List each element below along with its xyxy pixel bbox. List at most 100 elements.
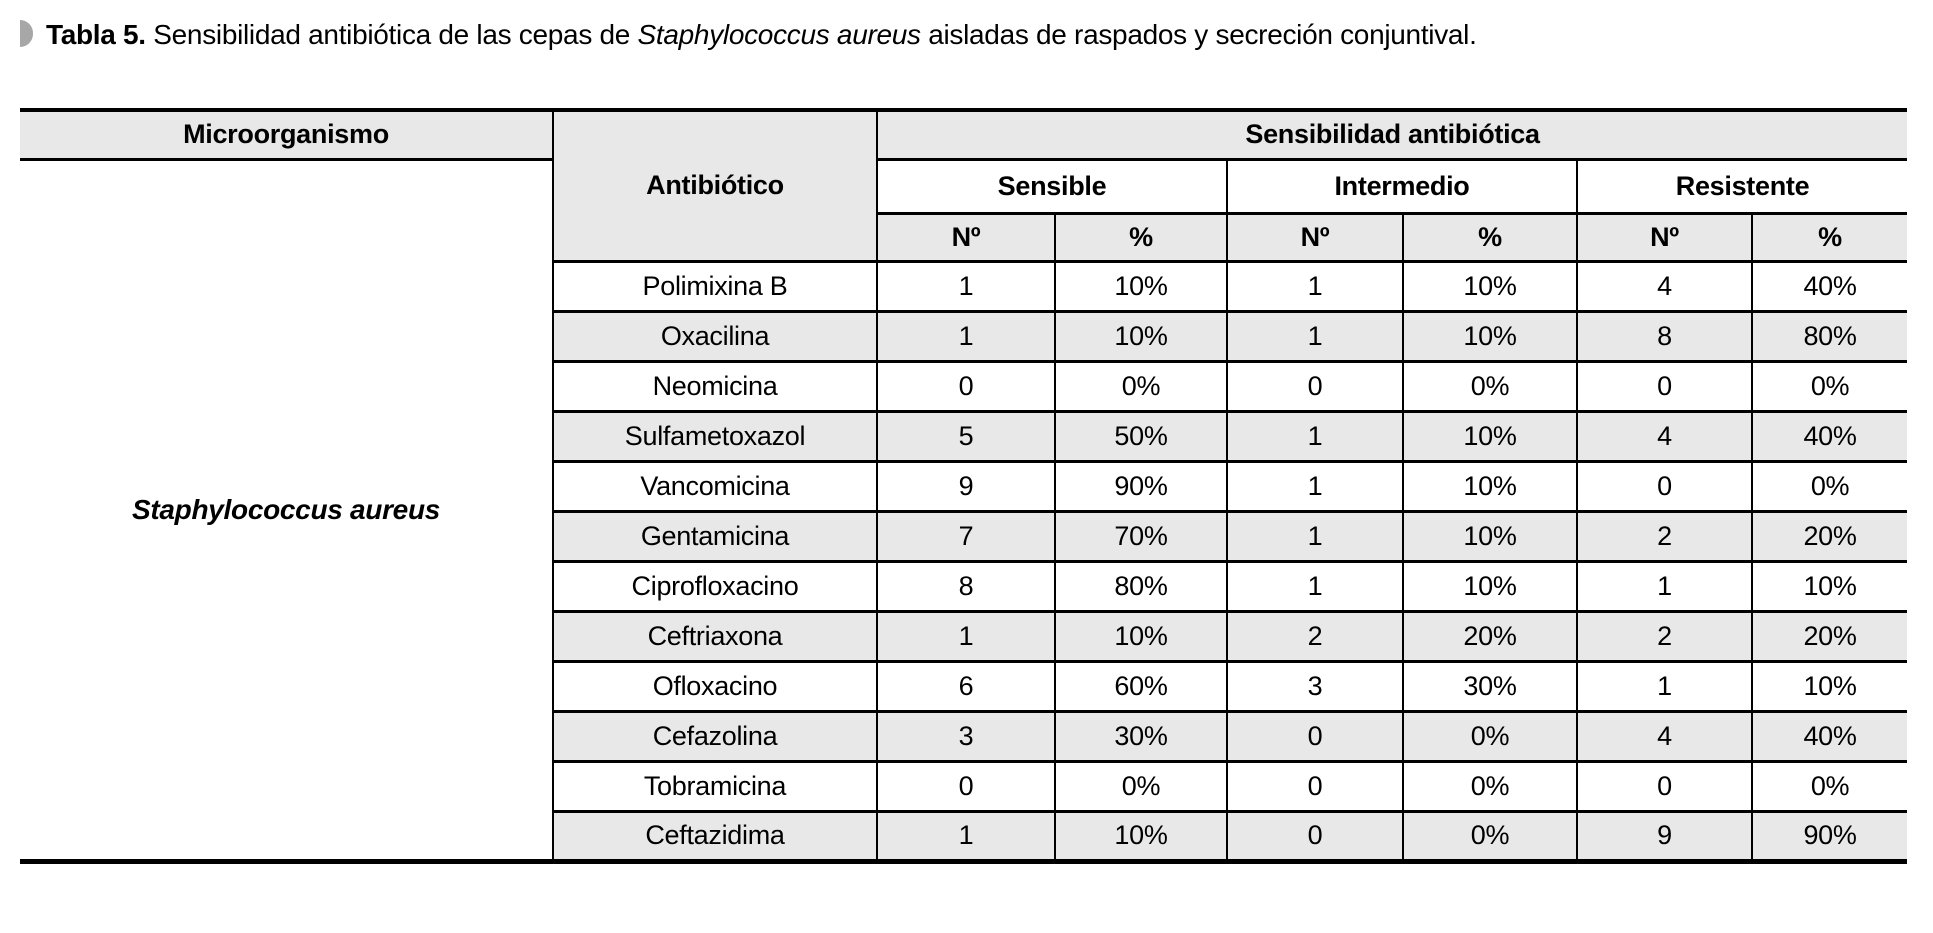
num-header-sensible: Nº bbox=[877, 211, 1056, 263]
header-row-groups: Staphylococcus aureus Sensible Intermedi… bbox=[20, 157, 1908, 863]
value-cell: 1 bbox=[1226, 559, 1404, 613]
value-cell: 1 bbox=[876, 809, 1056, 863]
value-cell: 0% bbox=[1054, 759, 1228, 813]
value-cell: 0 bbox=[1226, 759, 1404, 813]
value-cell: 1 bbox=[1226, 259, 1404, 313]
antibiotic-name: Cefazolina bbox=[553, 709, 878, 763]
antibiotic-name: Tobramicina bbox=[553, 759, 878, 813]
caption-text-pre: Sensibilidad antibiótica de las cepas de bbox=[145, 19, 638, 50]
value-cell: 10% bbox=[1054, 609, 1228, 663]
table-row: Polimixina B 1 10% 1 10% 4 40% bbox=[20, 259, 1908, 313]
header-row-units: Nº % Nº % Nº % bbox=[20, 211, 1908, 263]
antibiotic-name: Neomicina bbox=[553, 359, 878, 413]
antibiotic-name: Sulfametoxazol bbox=[553, 409, 878, 463]
value-cell: 60% bbox=[1054, 659, 1228, 713]
antibiotic-name: Ciprofloxacino bbox=[553, 559, 878, 613]
value-cell: 10% bbox=[1750, 559, 1908, 613]
table-row: Gentamicina 7 70% 1 10% 2 20% bbox=[20, 509, 1908, 563]
value-cell: 1 bbox=[1226, 409, 1404, 463]
caption-label: Tabla 5. bbox=[46, 19, 146, 50]
value-cell: 7 bbox=[876, 509, 1056, 563]
value-cell: 1 bbox=[1226, 459, 1404, 513]
value-cell: 20% bbox=[1750, 609, 1908, 663]
value-cell: 10% bbox=[1054, 809, 1228, 863]
value-cell: 0% bbox=[1402, 759, 1578, 813]
table-row: Ciprofloxacino 8 80% 1 10% 1 10% bbox=[20, 559, 1908, 613]
value-cell: 10% bbox=[1402, 559, 1578, 613]
table-row: Ceftazidima 1 10% 0 0% 9 90% bbox=[20, 809, 1908, 863]
value-cell: 0% bbox=[1054, 359, 1228, 413]
value-cell: 10% bbox=[1054, 309, 1228, 363]
pct-header-intermedio: % bbox=[1402, 211, 1578, 263]
value-cell: 2 bbox=[1576, 609, 1753, 663]
value-cell: 90% bbox=[1054, 459, 1228, 513]
table-row: Neomicina 0 0% 0 0% 0 0% bbox=[20, 359, 1908, 413]
value-cell: 20% bbox=[1750, 509, 1908, 563]
antibiotic-name: Ofloxacino bbox=[553, 659, 878, 713]
caption-text-post: aisladas de raspados y secreción conjunt… bbox=[920, 19, 1477, 50]
value-cell: 4 bbox=[1576, 409, 1753, 463]
microorganism-header: Microorganismo bbox=[20, 108, 554, 161]
value-cell: 10% bbox=[1402, 459, 1578, 513]
antibiotic-name: Polimixina B bbox=[553, 259, 878, 313]
value-cell: 10% bbox=[1750, 659, 1908, 713]
value-cell: 1 bbox=[876, 309, 1056, 363]
value-cell: 10% bbox=[1402, 309, 1578, 363]
antibiotic-name: Vancomicina bbox=[553, 459, 878, 513]
value-cell: 4 bbox=[1576, 709, 1753, 763]
group-header-intermedio: Intermedio bbox=[1226, 157, 1578, 215]
value-cell: 0% bbox=[1750, 359, 1908, 413]
value-cell: 0% bbox=[1750, 459, 1908, 513]
value-cell: 2 bbox=[1226, 609, 1404, 663]
table-container: Microorganismo Antibiótico Sensibilidad … bbox=[20, 108, 1908, 864]
value-cell: 6 bbox=[876, 659, 1056, 713]
value-cell: 50% bbox=[1054, 409, 1228, 463]
value-cell: 10% bbox=[1402, 259, 1578, 313]
value-cell: 10% bbox=[1054, 259, 1228, 313]
value-cell: 10% bbox=[1402, 409, 1578, 463]
antibiotic-header: Antibiótico bbox=[552, 108, 878, 263]
caption-text: Tabla 5. Sensibilidad antibiótica de las… bbox=[46, 18, 1477, 52]
value-cell: 5 bbox=[876, 409, 1056, 463]
value-cell: 0 bbox=[876, 759, 1056, 813]
antibiotic-sensitivity-table: Microorganismo Antibiótico Sensibilidad … bbox=[20, 108, 1908, 864]
value-cell: 40% bbox=[1750, 409, 1908, 463]
value-cell: 80% bbox=[1750, 309, 1908, 363]
value-cell: 8 bbox=[876, 559, 1056, 613]
table-row: Oxacilina 1 10% 1 10% 8 80% bbox=[20, 309, 1908, 363]
sensitivity-header: Sensibilidad antibiótica bbox=[875, 108, 1908, 161]
value-cell: 3 bbox=[876, 709, 1056, 763]
value-cell: 30% bbox=[1054, 709, 1228, 763]
value-cell: 0 bbox=[1576, 759, 1753, 813]
value-cell: 40% bbox=[1750, 709, 1908, 763]
value-cell: 0% bbox=[1402, 709, 1578, 763]
group-header-resistente: Resistente bbox=[1575, 157, 1908, 215]
table-row: Cefazolina 3 30% 0 0% 4 40% bbox=[20, 709, 1908, 763]
value-cell: 0 bbox=[1226, 809, 1404, 863]
value-cell: 9 bbox=[876, 459, 1056, 513]
value-cell: 1 bbox=[1226, 309, 1404, 363]
microorganism-name: Staphylococcus aureus bbox=[20, 157, 554, 863]
antibiotic-name: Oxacilina bbox=[553, 309, 878, 363]
value-cell: 9 bbox=[1576, 809, 1753, 863]
pct-header-sensible: % bbox=[1054, 211, 1228, 263]
antibiotic-name: Ceftriaxona bbox=[553, 609, 878, 663]
table-row: Tobramicina 0 0% 0 0% 0 0% bbox=[20, 759, 1908, 813]
value-cell: 70% bbox=[1054, 509, 1228, 563]
value-cell: 0 bbox=[876, 359, 1056, 413]
value-cell: 2 bbox=[1576, 509, 1753, 563]
value-cell: 0 bbox=[1576, 359, 1753, 413]
value-cell: 30% bbox=[1402, 659, 1578, 713]
header-row-top: Microorganismo Antibiótico Sensibilidad … bbox=[20, 108, 1908, 263]
value-cell: 1 bbox=[876, 609, 1056, 663]
value-cell: 3 bbox=[1226, 659, 1404, 713]
table-row: Ceftriaxona 1 10% 2 20% 2 20% bbox=[20, 609, 1908, 663]
value-cell: 1 bbox=[1576, 659, 1753, 713]
value-cell: 1 bbox=[876, 259, 1056, 313]
value-cell: 80% bbox=[1054, 559, 1228, 613]
value-cell: 10% bbox=[1402, 509, 1578, 563]
antibiotic-name: Gentamicina bbox=[553, 509, 878, 563]
value-cell: 0% bbox=[1402, 359, 1578, 413]
caption-species: Staphylococcus aureus bbox=[637, 19, 922, 50]
